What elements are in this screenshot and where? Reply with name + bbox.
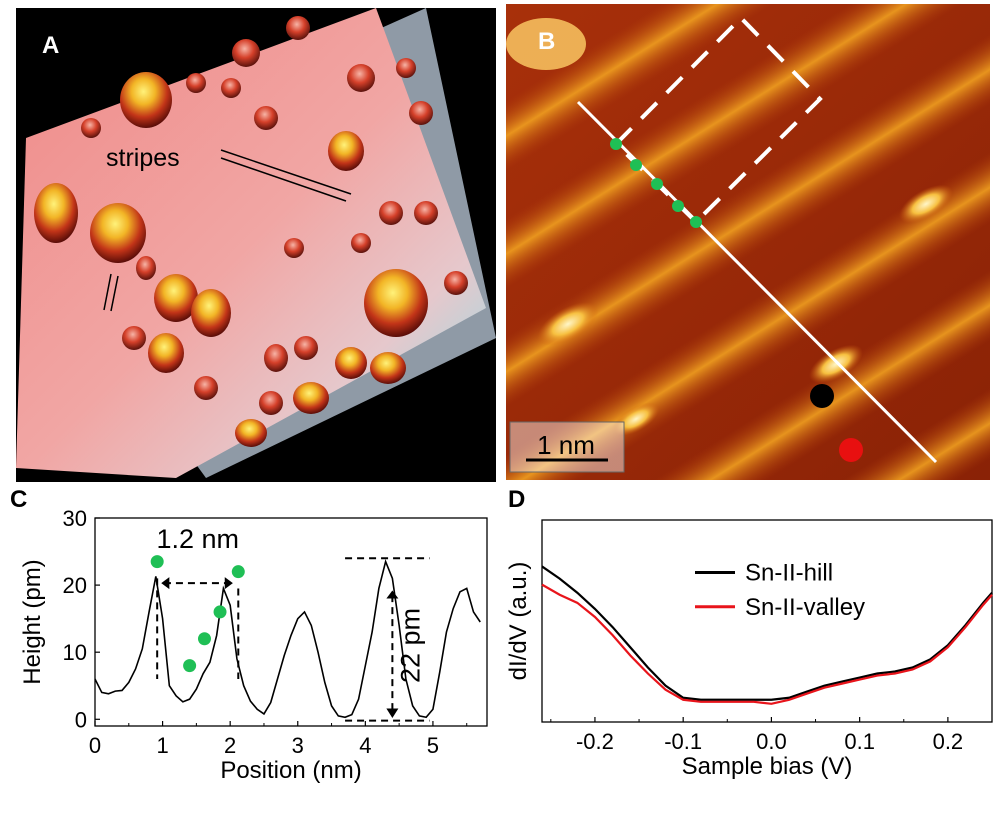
height-arrowhead-up <box>386 590 399 599</box>
panel-b: 1 nm B <box>506 4 990 480</box>
green-markers <box>610 138 702 228</box>
spacing-arrowhead-right <box>224 577 233 590</box>
chart-d-xlabel: Sample bias (V) <box>682 753 853 780</box>
scalebar-box <box>509 421 625 473</box>
panel-d-label: D <box>508 486 526 513</box>
panel-a-label: A <box>42 32 60 59</box>
panel-a: stripes A <box>16 8 496 482</box>
chart-d-frame <box>541 519 993 723</box>
x-tick-label: 0 <box>89 733 101 758</box>
green-marker <box>150 555 164 569</box>
panel-c-label: C <box>10 486 28 513</box>
x-tick-label: -0.2 <box>576 729 614 754</box>
x-tick-label: 0.2 <box>933 729 964 754</box>
chart-d-ylabel: dI/dV (a.u.) <box>505 562 532 681</box>
panel-b-image: 1 nm <box>506 4 990 480</box>
surface-top <box>16 8 486 478</box>
scalebar-text: 1 nm <box>537 430 595 460</box>
chart-c-annotations <box>156 557 430 722</box>
stripe-lines <box>103 149 352 312</box>
x-tick-label: 5 <box>427 733 439 758</box>
chart-d-series-valley <box>541 583 993 705</box>
x-tick-label: 0.1 <box>844 729 875 754</box>
x-tick-label: 3 <box>292 733 304 758</box>
y-tick-label: 10 <box>63 640 87 665</box>
chart-c-ticks: 0 1 2 3 4 5 0 10 20 30 <box>63 506 468 758</box>
valley-marker <box>839 438 863 462</box>
height-arrowhead-down <box>386 708 399 718</box>
y-tick-label: 0 <box>75 707 87 732</box>
chart-d-ticks: -0.2 -0.1 0.0 0.1 0.2 <box>550 717 993 754</box>
green-marker <box>213 605 227 619</box>
x-tick-label: 2 <box>224 733 236 758</box>
stripes-label: stripes <box>106 144 180 172</box>
panel-a-image: stripes <box>16 8 496 478</box>
annotation-spacing: 1.2 nm <box>156 524 239 554</box>
clusters <box>34 16 468 447</box>
green-marker <box>231 565 245 579</box>
x-tick-label: 0.0 <box>756 729 787 754</box>
chart-c-markers <box>150 555 245 673</box>
y-tick-label: 20 <box>63 573 87 598</box>
spacing-arrowhead-left <box>161 577 170 590</box>
green-marker <box>197 632 211 646</box>
hill-marker <box>810 384 834 408</box>
annotation-height: 22 pm <box>396 608 426 683</box>
stm-stripes <box>506 4 990 480</box>
chart-c-frame <box>94 517 488 727</box>
chart-c-xlabel: Position (nm) <box>220 757 361 784</box>
y-tick-label: 30 <box>63 506 87 531</box>
panel-b-label: B <box>538 28 556 55</box>
chart-c-series-line <box>94 559 481 719</box>
dashed-box <box>613 15 823 225</box>
chart-d-series-hill <box>541 565 993 701</box>
legend-label-hill: Sn-II-hill <box>745 559 833 586</box>
chart-c-ylabel: Height (pm) <box>19 559 46 684</box>
chart-d: -0.2 -0.1 0.0 0.1 0.2 Sn-II-hill Sn-II-valle… <box>505 519 993 780</box>
x-tick-label: 1 <box>156 733 168 758</box>
legend-label-valley: Sn-II-valley <box>745 594 865 621</box>
x-tick-label: -0.1 <box>664 729 702 754</box>
x-tick-label: 4 <box>359 733 371 758</box>
green-marker <box>183 659 197 673</box>
